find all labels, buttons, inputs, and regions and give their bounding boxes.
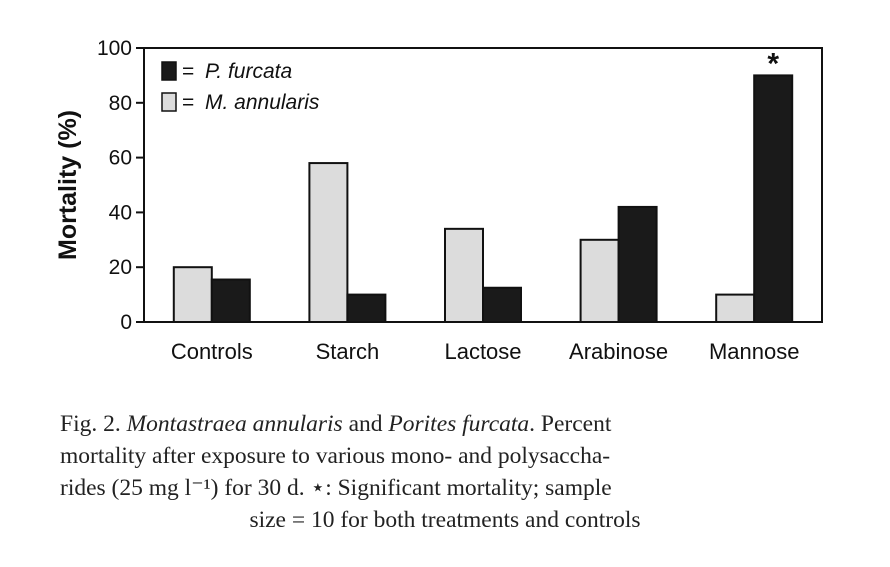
bar-chart: Mortality (%) 0 20 40 60 80 100 Controls Starc… bbox=[54, 37, 823, 364]
bars bbox=[172, 74, 794, 324]
bar-p-furcata-lactose bbox=[482, 286, 522, 323]
bar-p-furcata-mannose bbox=[753, 74, 794, 324]
x-category-label: Lactose bbox=[444, 339, 521, 364]
category-labels: Controls Starch Lactose Arabinose Mannose bbox=[171, 339, 800, 364]
y-tick-label: 20 bbox=[109, 256, 132, 279]
caption-species-name: Porites furcata bbox=[388, 411, 530, 437]
caption-text: rides (25 mg l⁻¹) for 30 d. ⋆: Significa… bbox=[60, 475, 612, 501]
y-tick-label: 40 bbox=[109, 201, 132, 224]
legend-swatch bbox=[161, 92, 177, 112]
caption-line: rides (25 mg l⁻¹) for 30 d. ⋆: Significa… bbox=[60, 472, 830, 504]
bar-m-annularis-mannose bbox=[715, 293, 756, 324]
y-tick-label: 0 bbox=[120, 311, 132, 334]
y-axis-title-group: Mortality (%) bbox=[54, 110, 82, 260]
x-category-label: Arabinose bbox=[569, 339, 668, 364]
caption-line: mortality after exposure to various mono… bbox=[60, 440, 830, 472]
plot-frame bbox=[143, 47, 823, 323]
caption-line: Fig. 2. Montastraea annularis and Porite… bbox=[60, 408, 830, 440]
caption-text: and bbox=[342, 411, 389, 437]
legend-equals: = bbox=[182, 91, 194, 114]
significance-star: * bbox=[767, 47, 779, 80]
bar-p-furcata-starch bbox=[346, 293, 387, 324]
bar-p-furcata-controls bbox=[210, 278, 251, 323]
legend: = P. furcata = M. annularis bbox=[161, 60, 320, 114]
x-category-label: Mannose bbox=[709, 339, 800, 364]
y-tick-label: 60 bbox=[109, 147, 132, 170]
x-category-label: Starch bbox=[316, 339, 380, 364]
legend-label: P. furcata bbox=[205, 60, 292, 83]
caption-text: . Percent bbox=[529, 411, 612, 437]
y-ticks: 0 20 40 60 80 100 bbox=[97, 37, 144, 334]
y-tick-label: 100 bbox=[97, 37, 132, 60]
caption-text: mortality after exposure to various mono… bbox=[60, 443, 611, 469]
legend-label: M. annularis bbox=[205, 91, 320, 114]
legend-equals: = bbox=[182, 60, 194, 83]
caption-line: size = 10 for both treatments and contro… bbox=[60, 504, 830, 536]
figure-caption: Fig. 2. Montastraea annularis and Porite… bbox=[60, 408, 830, 536]
legend-swatch bbox=[161, 61, 177, 81]
y-axis-title: Mortality (%) bbox=[54, 110, 82, 260]
bar-m-annularis-starch bbox=[308, 162, 349, 323]
caption-text: Fig. 2. bbox=[60, 411, 127, 437]
y-tick-label: 80 bbox=[109, 92, 132, 115]
bar-m-annularis-arabinose bbox=[579, 238, 620, 323]
annotations: * bbox=[767, 47, 779, 80]
bar-m-annularis-controls bbox=[172, 266, 213, 324]
caption-species-name: Montastraea annularis bbox=[126, 411, 343, 437]
bar-p-furcata-arabinose bbox=[617, 205, 658, 323]
caption-text: size = 10 for both treatments and contro… bbox=[249, 507, 641, 533]
bar-m-annularis-lactose bbox=[444, 227, 484, 323]
x-category-label: Controls bbox=[171, 339, 253, 364]
